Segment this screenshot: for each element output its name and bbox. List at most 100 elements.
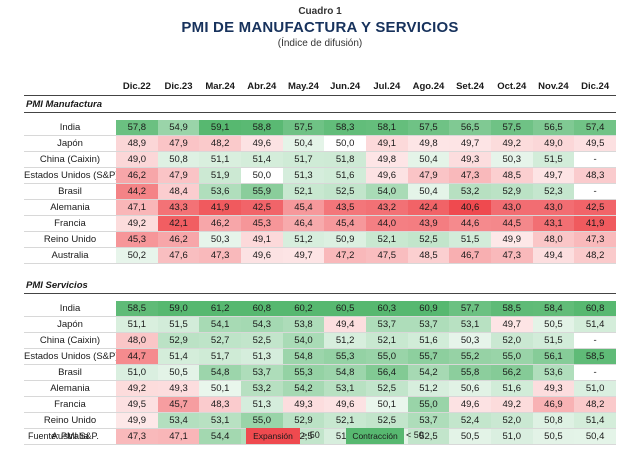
value-cell: 51,4	[240, 151, 283, 168]
value-cell: 52,1	[324, 412, 366, 429]
value-cell: 48,3	[574, 167, 616, 184]
value-cell: 45,7	[157, 396, 200, 413]
value-cell: 43,9	[407, 215, 450, 232]
value-cell: 55,0	[240, 412, 283, 429]
value-cell: 49,5	[116, 396, 158, 413]
value-cell: 55,0	[365, 348, 408, 365]
value-cell: 52,5	[365, 412, 408, 429]
row-label: China (Caixin)	[24, 332, 117, 349]
value-cell: 49,8	[407, 135, 450, 152]
value-cell: 50,4	[282, 135, 325, 152]
value-cell: 48,9	[116, 135, 158, 152]
value-cell: 54,2	[282, 380, 325, 397]
row-label: Estados Unidos (S&P)	[24, 167, 117, 184]
title-block: Cuadro 1 PMI DE MANUFACTURA Y SERVICIOS …	[0, 0, 640, 50]
value-cell: 49,2	[490, 135, 533, 152]
value-cell: 43,5	[324, 199, 366, 216]
table-subtitle: (Índice de difusión)	[277, 38, 363, 49]
value-cell: 54,8	[199, 364, 241, 381]
table-row: Brasil 44,2 48,4 53,6 55,9 52,1 52,5 54,0 50,4 53…	[24, 183, 616, 200]
value-cell: 51,9	[199, 167, 241, 184]
value-cell: 54,8	[324, 364, 366, 381]
value-cell: 53,6	[199, 183, 241, 200]
value-cell: 49,2	[490, 396, 533, 413]
value-cell: 42,5	[240, 199, 283, 216]
value-cell: 51,0	[116, 364, 158, 381]
value-cell: 47,5	[365, 247, 408, 264]
table-title: PMI DE MANUFACTURA Y SERVICIOS	[181, 19, 459, 36]
value-cell: 46,9	[532, 396, 575, 413]
row-label: Brasil	[24, 183, 117, 200]
value-cell: 57,5	[282, 120, 325, 136]
value-cell: 47,9	[157, 167, 200, 184]
column-header: Jul.24	[365, 78, 408, 96]
value-cell: 49,7	[490, 316, 533, 333]
spacer-row	[24, 264, 616, 278]
value-cell: 47,1	[157, 428, 200, 445]
value-cell: 58,5	[116, 301, 158, 317]
value-cell: 49,0	[532, 135, 575, 152]
row-label: Reino Unido	[24, 412, 117, 429]
value-cell: 49,7	[282, 247, 325, 264]
table-row: Francia 49,5 45,7 48,3 51,3 49,3 49,6 50,1 55,0 4…	[24, 396, 616, 413]
value-cell: 51,6	[407, 332, 450, 349]
value-cell: 49,6	[240, 247, 283, 264]
value-cell: 59,1	[199, 120, 241, 136]
value-cell: 51,2	[282, 231, 325, 248]
column-header: Dic.23	[157, 78, 200, 96]
table-row: Brasil 51,0 50,5 54,8 53,7 55,3 54,8 56,4 54,2 55…	[24, 364, 616, 381]
row-label: Estados Unidos (S&P)	[24, 348, 117, 365]
value-cell: 55,0	[490, 348, 533, 365]
table-row: Japón 51,1 51,5 54,1 54,3 53,8 49,4 53,7 53,7 53,…	[24, 316, 616, 333]
table-row: Reino Unido 45,3 46,2 50,3 49,1 51,2 50,9 52,1 5…	[24, 231, 616, 248]
value-cell: 50,5	[449, 428, 491, 445]
value-cell: 55,2	[449, 348, 491, 365]
value-cell: 43,0	[490, 199, 533, 216]
section-title: PMI Servicios	[24, 277, 616, 294]
value-cell: 49,4	[532, 247, 575, 264]
value-cell: 46,2	[116, 167, 158, 184]
value-cell: 52,0	[490, 332, 533, 349]
value-cell: 54,2	[407, 364, 450, 381]
value-cell: 51,4	[157, 348, 200, 365]
column-header: Abr.24	[240, 78, 283, 96]
value-cell: 50,4	[407, 151, 450, 168]
value-cell: 53,6	[532, 364, 575, 381]
value-cell: 42,1	[157, 215, 200, 232]
table-row: China (Caixin) 49,0 50,8 51,1 51,4 51,7 51,8 49…	[24, 151, 616, 168]
table-row: Alemania 47,1 43,3 41,9 42,5 45,4 43,5 43,2 42,4…	[24, 199, 616, 216]
row-label: Australia	[24, 428, 117, 445]
pmi-table: Dic.22 Dic.23 Mar.24 Abr.24 May.24 Jun.2…	[24, 78, 616, 445]
value-cell: 60,8	[574, 301, 616, 317]
value-cell: 52,5	[324, 183, 366, 200]
value-cell: 49,3	[282, 396, 325, 413]
value-cell: 47,9	[407, 167, 450, 184]
value-cell: 51,0	[490, 428, 533, 445]
value-cell: 56,2	[490, 364, 533, 381]
section-title: PMI Manufactura	[24, 95, 616, 113]
table-row: Reino Unido 49,9 53,4 53,1 55,0 52,9 52,1 52,5 5…	[24, 412, 616, 429]
value-cell: 51,5	[157, 316, 200, 333]
value-cell: 51,7	[282, 151, 325, 168]
table-row: Francia 49,2 42,1 46,2 45,3 46,4 45,4 44,0 43,9 4…	[24, 215, 616, 232]
value-cell: 50,0	[240, 167, 283, 184]
value-cell: 57,4	[574, 120, 616, 136]
value-cell: 49,6	[449, 396, 491, 413]
value-cell: 40,6	[449, 199, 491, 216]
row-label: China (Caixin)	[24, 151, 117, 168]
column-header: Oct.24	[490, 78, 533, 96]
value-cell: 58,5	[574, 348, 616, 365]
value-cell: 53,1	[449, 316, 491, 333]
value-cell: 41,9	[199, 199, 241, 216]
table-kicker: Cuadro 1	[298, 6, 342, 17]
value-cell: 44,7	[116, 348, 158, 365]
value-cell: 52,9	[282, 412, 325, 429]
value-cell: 43,0	[532, 199, 575, 216]
row-label: Australia	[24, 247, 117, 264]
value-cell: 43,3	[157, 199, 200, 216]
value-cell: 51,8	[324, 151, 366, 168]
value-cell: 49,1	[240, 231, 283, 248]
value-cell: 55,3	[282, 364, 325, 381]
value-cell: 57,7	[449, 301, 491, 317]
value-cell: 45,3	[116, 231, 158, 248]
